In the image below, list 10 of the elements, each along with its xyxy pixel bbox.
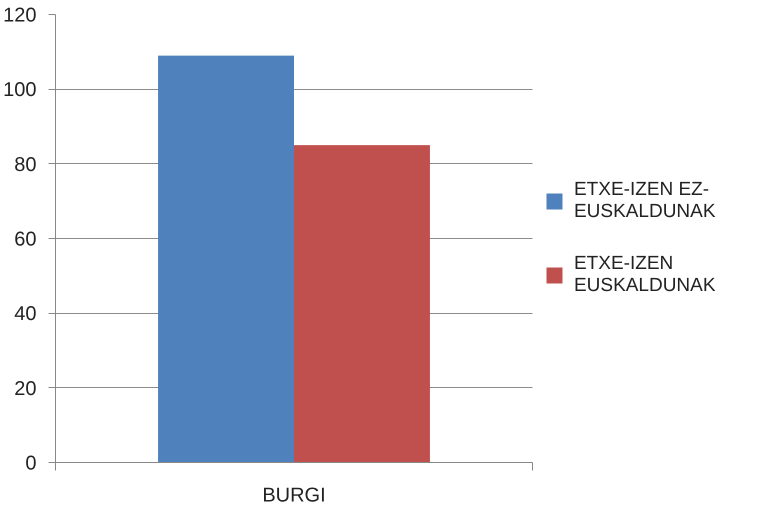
y-tick-label: 120 [3,4,37,26]
legend-label: ETXE-IZEN EZ-EUSKALDUNAK [574,179,716,223]
legend-label: ETXE-IZEN EUSKALDUNAK [574,253,716,297]
y-tick-label: 60 [14,228,37,250]
x-tick-label: BURGI [262,484,326,506]
y-tick-label: 80 [14,154,37,176]
y-tick-label: 0 [25,452,36,474]
y-tick-label: 100 [3,79,37,102]
y-tick-label: 40 [14,303,37,326]
y-tick-label: 20 [14,378,37,400]
